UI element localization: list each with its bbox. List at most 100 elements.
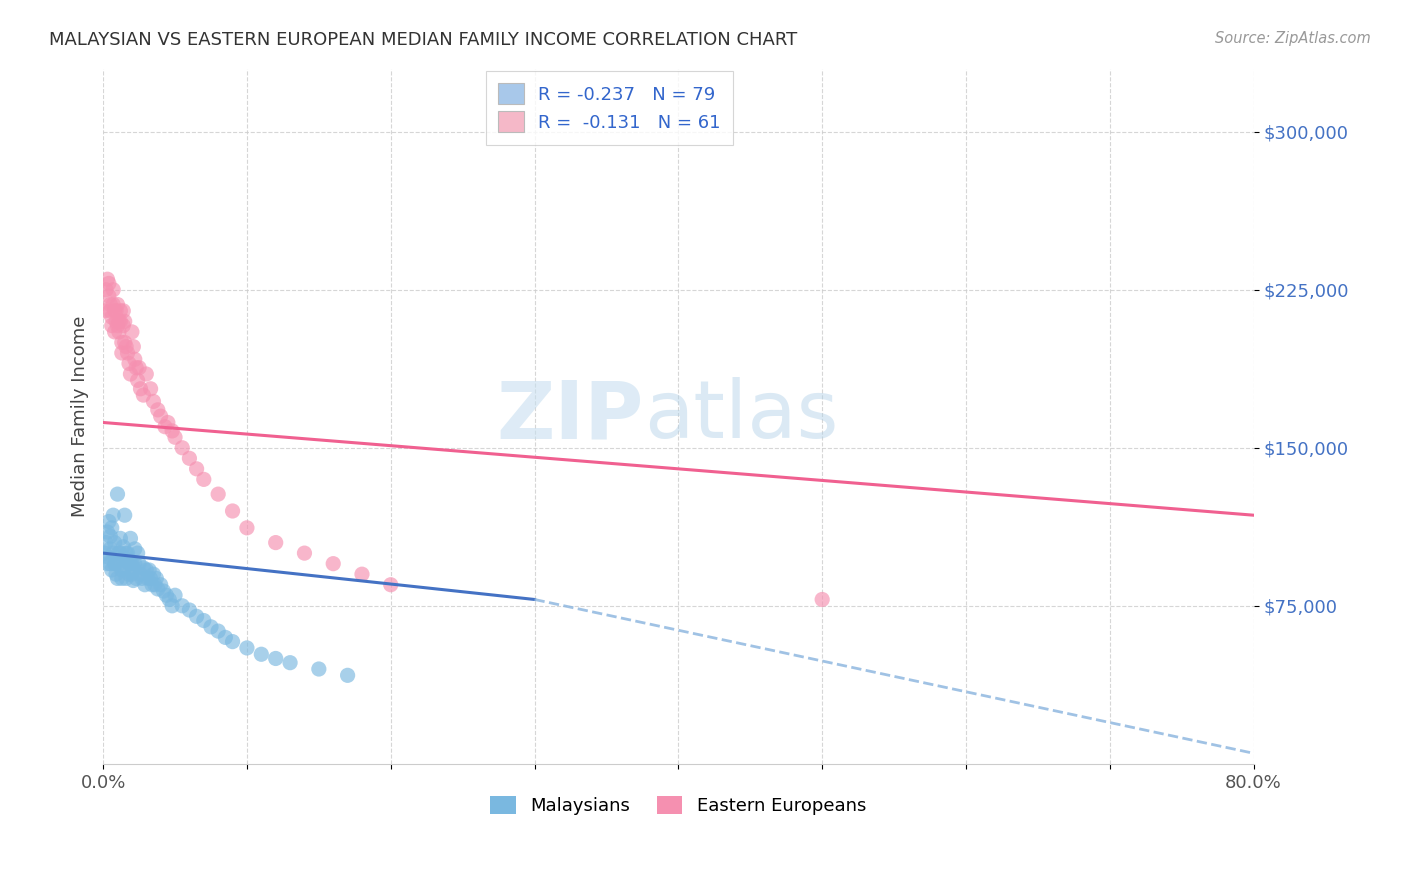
Point [110,314,132,328]
Point [135,367,157,381]
Point [122,561,145,575]
Point [135,563,157,577]
Point [153,419,176,434]
Point [122,340,145,354]
Point [103,283,125,297]
Point [108,314,131,328]
Point [117,346,139,360]
Point [207,487,229,501]
Point [127,373,149,387]
Point [117,552,139,566]
Point [124,557,146,571]
Point [121,567,143,582]
Legend: Malaysians, Eastern Europeans: Malaysians, Eastern Europeans [481,787,876,824]
Point [138,563,160,577]
Point [112,552,135,566]
Point [112,318,135,333]
Point [264,535,287,549]
Point [111,563,134,577]
Point [118,567,141,582]
Point [100,318,122,333]
Point [132,388,155,402]
Point [193,614,215,628]
Point [107,318,129,333]
Point [124,352,146,367]
Point [250,647,273,661]
Text: Source: ZipAtlas.com: Source: ZipAtlas.com [1215,31,1371,46]
Point [149,578,172,592]
Point [104,303,127,318]
Point [103,297,125,311]
Point [93,303,115,318]
Point [122,574,145,588]
Point [98,303,121,318]
Point [114,508,136,523]
Point [111,571,134,585]
Point [200,620,222,634]
Point [120,557,142,571]
Point [128,360,150,375]
Point [107,297,129,311]
Point [131,571,153,585]
Point [186,609,208,624]
Point [121,557,143,571]
Point [97,515,120,529]
Point [96,524,118,539]
Point [98,297,121,311]
Point [129,382,152,396]
Text: MALAYSIAN VS EASTERN EUROPEAN MEDIAN FAMILY INCOME CORRELATION CHART: MALAYSIAN VS EASTERN EUROPEAN MEDIAN FAM… [49,31,797,49]
Point [97,289,120,303]
Point [98,557,121,571]
Point [94,535,117,549]
Point [163,588,186,602]
Point [104,557,127,571]
Point [117,546,139,560]
Point [157,592,180,607]
Point [207,624,229,638]
Point [134,578,156,592]
Point [264,651,287,665]
Point [172,441,194,455]
Text: atlas: atlas [644,377,838,455]
Point [221,634,243,648]
Point [114,335,136,350]
Point [98,541,121,556]
Point [100,563,122,577]
Point [105,557,128,571]
Point [152,584,174,599]
Point [107,487,129,501]
Point [179,603,201,617]
Point [114,561,136,575]
Point [108,325,131,339]
Point [111,346,134,360]
Point [94,283,117,297]
Point [120,532,142,546]
Point [120,367,142,381]
Point [96,272,118,286]
Point [142,567,165,582]
Point [114,314,136,328]
Point [172,599,194,613]
Point [142,394,165,409]
Point [108,557,131,571]
Point [105,567,128,582]
Point [156,416,179,430]
Point [278,656,301,670]
Point [118,357,141,371]
Point [128,557,150,571]
Point [100,310,122,325]
Point [146,402,169,417]
Point [107,571,129,585]
Point [125,571,148,585]
Point [121,325,143,339]
Point [112,303,135,318]
Point [139,571,162,585]
Point [98,529,121,543]
Point [97,277,120,291]
Point [104,535,127,549]
Point [124,541,146,556]
Point [118,557,141,571]
Point [160,424,183,438]
Point [221,504,243,518]
Point [155,588,177,602]
